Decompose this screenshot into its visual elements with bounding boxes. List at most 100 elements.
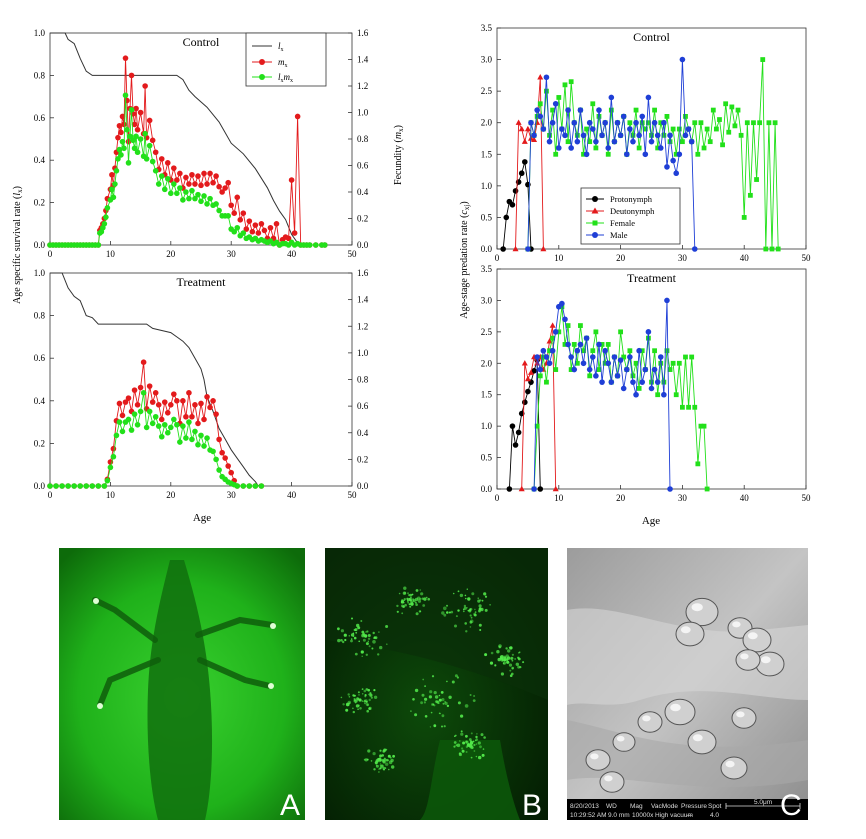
particle-dot	[351, 617, 353, 620]
particle-dot	[424, 685, 426, 687]
particle-dot	[385, 625, 389, 628]
plot-frame	[49, 272, 353, 487]
series-m_x-point	[189, 413, 195, 420]
legend-mx-marker	[259, 59, 265, 65]
particle-dot	[466, 588, 468, 590]
series-female-point	[550, 107, 556, 113]
particle-dot	[355, 704, 360, 708]
series-female-point	[686, 404, 691, 410]
x-tick-label: 30	[227, 249, 237, 259]
series-male-point	[639, 379, 646, 385]
particle-dot	[350, 639, 353, 643]
fecundity-axis-title: Fecundity (mx)	[393, 125, 405, 185]
series-l_x-m_x-point	[116, 146, 123, 153]
particle-dot	[368, 698, 371, 702]
legend-male: Male	[610, 230, 628, 240]
series-l_x-m_x-point	[201, 193, 207, 199]
sem-vac-label: VacMode	[651, 803, 678, 810]
series-male-point	[556, 145, 562, 151]
y2-tick-label: 0.2	[357, 214, 368, 224]
series-male-point	[648, 385, 655, 392]
series-l_x-m_x-point	[322, 242, 328, 248]
particle-dot	[366, 630, 369, 633]
series-female-point	[630, 373, 636, 379]
series-male-point	[549, 119, 556, 126]
series-female-point	[627, 120, 633, 126]
particle-dot	[407, 592, 409, 595]
series-female-point	[701, 145, 707, 151]
x-tick-label: 30	[678, 493, 688, 503]
series-male-point	[633, 391, 639, 398]
particle-dot	[462, 610, 465, 613]
particle-dot	[429, 726, 432, 728]
particle-dot	[490, 651, 494, 655]
particle-dot	[377, 653, 380, 656]
x-tick-label: 0	[48, 249, 53, 259]
particle-dot	[509, 669, 512, 672]
series-m_x-point	[225, 463, 231, 469]
series-m_x-point	[152, 149, 159, 156]
particle-dot	[354, 652, 358, 656]
legend-male-marker	[592, 232, 598, 238]
particle-dot	[354, 702, 357, 704]
series-male-point	[540, 347, 547, 354]
particle-dot	[401, 599, 404, 602]
series-m_x-point	[183, 174, 189, 181]
particle-dot	[403, 591, 407, 595]
particle-dot	[364, 694, 367, 697]
particle-dot	[415, 612, 419, 616]
sem-spot-value: 4.0	[710, 812, 719, 819]
series-male-point	[562, 132, 568, 139]
series-l_x-m_x-point	[83, 483, 90, 489]
particle-dot	[350, 633, 355, 637]
series-m_x-point	[267, 224, 274, 231]
chart-treatment-predation: Treatment 0 10 20 30 40 50 0.0 0.5 1.0 1.5 2.0 2.5 3.…	[481, 264, 811, 503]
sem-time: 10:29:52 AM	[570, 812, 607, 819]
particle-dot	[460, 714, 464, 718]
series-m_x-point	[207, 404, 213, 411]
particle-dot	[372, 640, 376, 644]
series-m_x-point	[213, 173, 219, 179]
y-tick-label: 0.2	[34, 438, 45, 448]
particle-dot	[475, 738, 479, 741]
series-female-point	[744, 120, 750, 126]
legend-lx: lx	[278, 41, 284, 53]
series-female-point	[769, 246, 775, 252]
series-male-point	[691, 246, 698, 252]
series-m_x-point	[161, 399, 168, 405]
series-l_x-m_x-point	[53, 483, 59, 489]
particle-dot	[365, 642, 369, 646]
y-tick-label: 0.6	[34, 113, 46, 123]
series-female-point	[670, 126, 676, 132]
series-m_x-point	[180, 398, 186, 404]
series-male-point	[661, 119, 667, 126]
series-m_x-point	[164, 409, 171, 416]
series-female-point	[553, 367, 559, 372]
chart-title: Control	[183, 35, 220, 49]
series-m_x-point	[158, 156, 165, 162]
particle-dot	[370, 696, 373, 699]
series-male-point	[525, 246, 531, 252]
particle-dot	[458, 752, 462, 755]
series-m_x-point	[134, 401, 141, 408]
series-l_x-m_x-point	[252, 483, 259, 489]
series-l_x-m_x-point	[183, 189, 189, 195]
series-female-point	[621, 354, 627, 360]
spore	[599, 771, 625, 793]
y-tick-label: 0.5	[481, 453, 493, 463]
series-l_x-m_x-point	[155, 423, 162, 429]
series-female-point	[593, 145, 599, 151]
particle-dot	[450, 610, 454, 614]
particle-dot	[420, 592, 424, 596]
series-female-point	[772, 120, 778, 126]
series-male-point	[593, 138, 599, 145]
series-male-point	[608, 379, 615, 385]
particle-dot	[372, 752, 376, 756]
particle-dot	[511, 653, 514, 656]
particle-dot	[476, 733, 478, 735]
particle-dot	[479, 745, 482, 749]
particle-dot	[347, 693, 350, 696]
x-tick-label: 0	[48, 490, 53, 500]
particle-dot	[433, 691, 437, 695]
spore	[685, 597, 719, 627]
